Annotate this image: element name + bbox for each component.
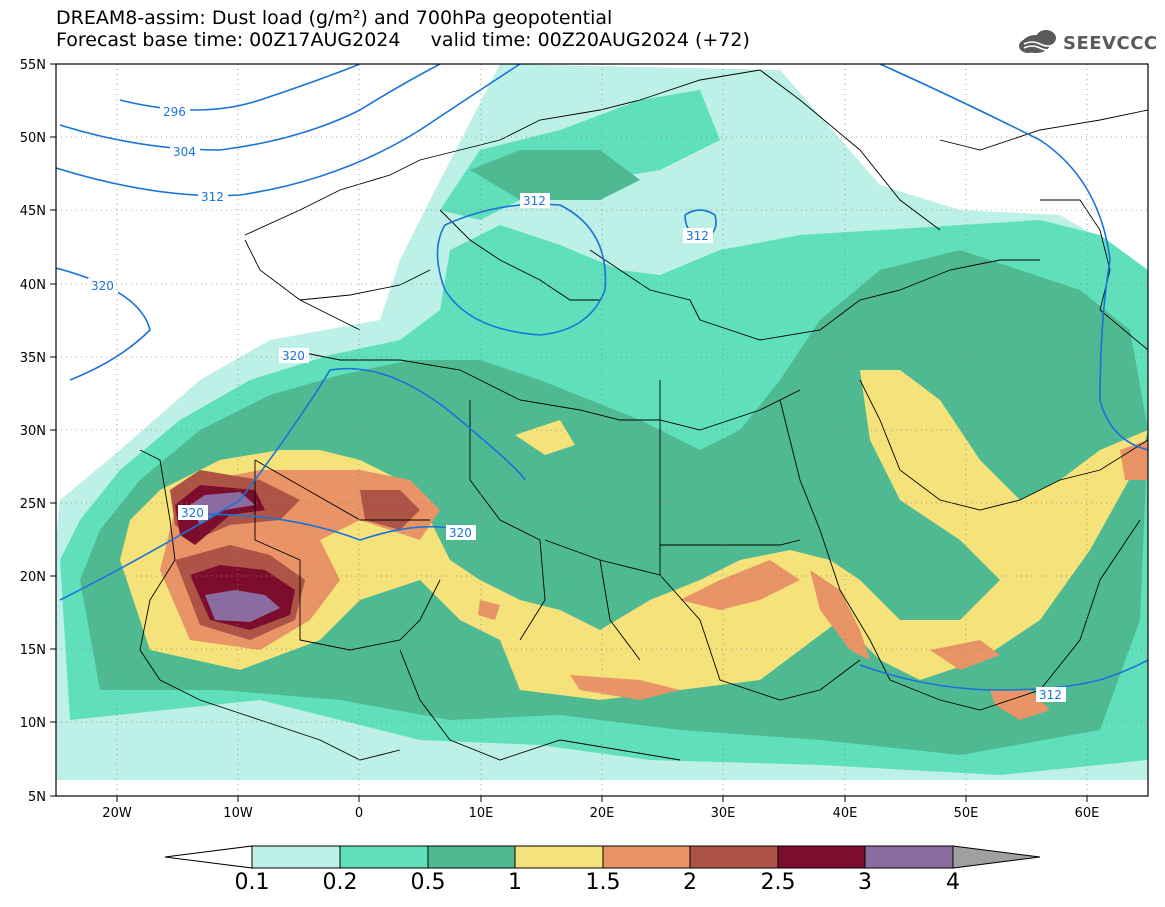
logo-text: SEEVCCC bbox=[1063, 33, 1158, 54]
colorbar-swatch bbox=[251, 845, 341, 869]
lat-label: 45N bbox=[20, 204, 46, 219]
colorbar-label: 2.5 bbox=[760, 870, 796, 895]
geopotential-contours bbox=[56, 64, 1148, 691]
contour-label-box: 320 bbox=[178, 505, 208, 520]
tick-marks bbox=[50, 63, 1088, 802]
lon-label: 20W bbox=[102, 806, 132, 821]
lon-label: 50E bbox=[954, 806, 979, 821]
country-borders bbox=[139, 69, 1148, 761]
lon-label: 10E bbox=[469, 806, 494, 821]
colorbar-swatch bbox=[602, 845, 691, 869]
contour-labels: 296 304 312 320 320 320 320 312 bbox=[88, 104, 1066, 702]
contour-label: 312 bbox=[201, 190, 224, 204]
lat-label: 15N bbox=[20, 643, 46, 658]
contour-label: 320 bbox=[181, 506, 204, 520]
lon-label: 20E bbox=[590, 806, 615, 821]
contour-label-box: 320 bbox=[88, 278, 118, 293]
contour-label: 312 bbox=[1039, 688, 1062, 702]
contour-label: 304 bbox=[173, 145, 196, 159]
lon-label: 0 bbox=[355, 806, 363, 821]
colorbar-label: 4 bbox=[946, 870, 960, 895]
colorbar-label: 0.2 bbox=[322, 870, 358, 895]
contour-label: 320 bbox=[91, 279, 114, 293]
colorbar-low-arrow bbox=[164, 845, 253, 869]
graticule bbox=[56, 64, 1148, 796]
contour-label: 296 bbox=[163, 105, 186, 119]
lat-label: 50N bbox=[20, 131, 46, 146]
colorbar-swatch bbox=[339, 845, 429, 869]
lat-label: 55N bbox=[20, 58, 46, 73]
colorbar-label: 3 bbox=[858, 870, 872, 895]
contour-label-box: 296 bbox=[160, 104, 190, 119]
colorbar-label: 0.1 bbox=[234, 870, 270, 895]
lon-label: 10W bbox=[223, 806, 253, 821]
cloud-logo-icon bbox=[1019, 30, 1057, 53]
contour-label: 320 bbox=[449, 526, 472, 540]
colorbar-swatch bbox=[689, 845, 779, 869]
contour-label-box: 312 bbox=[198, 189, 228, 204]
lat-label: 30N bbox=[20, 424, 46, 439]
colorbar-label: 2 bbox=[683, 870, 697, 895]
colorbar-swatch bbox=[864, 845, 954, 869]
lat-label: 25N bbox=[20, 497, 46, 512]
forecast-times: Forecast base time: 00Z17AUG2024 valid t… bbox=[56, 29, 750, 51]
lat-label: 20N bbox=[20, 570, 46, 585]
contour-label: 312 bbox=[686, 229, 709, 243]
colorbar-label: 1 bbox=[508, 870, 522, 895]
colorbar-swatch bbox=[427, 845, 516, 869]
colorbar-high-arrow bbox=[952, 845, 1041, 869]
colorbar-label: 0.5 bbox=[410, 870, 446, 895]
contour-label-box: 312 bbox=[520, 193, 550, 208]
longitude-labels: 20W 10W 0 10E 20E 30E 40E 50E 60E bbox=[102, 806, 1099, 821]
lon-label: 40E bbox=[833, 806, 858, 821]
lat-label: 5N bbox=[28, 790, 46, 805]
lat-label: 35N bbox=[20, 351, 46, 366]
contour-label-box: 320 bbox=[279, 348, 309, 363]
colorbar-swatch bbox=[514, 845, 604, 869]
latitude-labels: 55N 50N 45N 40N 35N 30N 25N 20N 15N 10N … bbox=[20, 58, 46, 805]
contour-label: 320 bbox=[282, 349, 305, 363]
colorbar-swatch bbox=[777, 845, 866, 869]
map-title: DREAM8-assim: Dust load (g/m²) and 700hP… bbox=[56, 7, 613, 29]
lat-label: 10N bbox=[20, 716, 46, 731]
contour-label-box: 312 bbox=[1036, 687, 1066, 702]
lat-label: 40N bbox=[20, 278, 46, 293]
contour-label: 312 bbox=[523, 194, 546, 208]
lon-label: 30E bbox=[711, 806, 736, 821]
lon-label: 60E bbox=[1075, 806, 1100, 821]
contour-label-box: 312 bbox=[683, 228, 713, 243]
contour-label-box: 304 bbox=[170, 144, 200, 159]
colorbar bbox=[164, 845, 1041, 869]
contour-label-box: 320 bbox=[446, 525, 476, 540]
colorbar-label: 1.5 bbox=[585, 870, 621, 895]
